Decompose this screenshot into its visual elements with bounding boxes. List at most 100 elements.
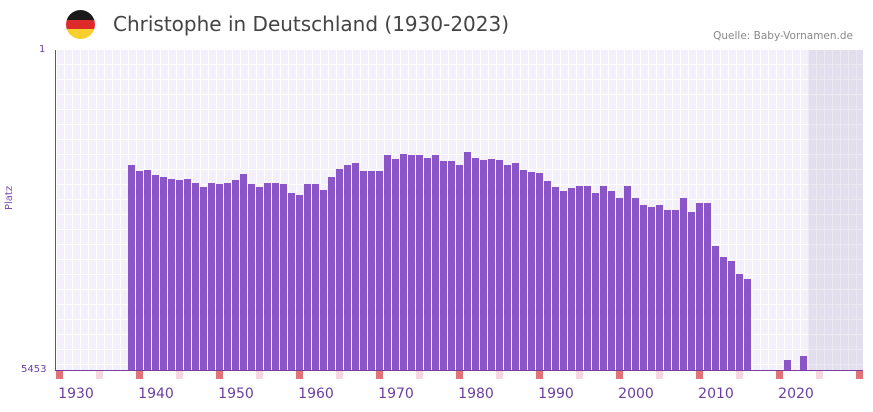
bar-1981[interactable] (480, 160, 487, 370)
bar-1956[interactable] (280, 184, 287, 370)
bar-1991[interactable] (560, 191, 567, 370)
bar-1989[interactable] (544, 181, 551, 370)
future-shaded-region (808, 50, 863, 370)
year-marker (256, 371, 263, 379)
bar-2002[interactable] (648, 207, 655, 370)
bar-2005[interactable] (672, 210, 679, 370)
bar-1944[interactable] (184, 179, 191, 370)
bar-2021[interactable] (800, 356, 807, 370)
source-link[interactable]: Quelle: Baby-Vornamen.de (713, 30, 853, 42)
bar-1998[interactable] (616, 198, 623, 370)
year-marker (176, 371, 183, 379)
bar-1941[interactable] (160, 177, 167, 370)
bar-1950[interactable] (232, 180, 239, 370)
bar-1986[interactable] (520, 170, 527, 370)
bar-1939[interactable] (144, 170, 151, 370)
bar-1959[interactable] (304, 184, 311, 370)
bar-1984[interactable] (504, 165, 511, 370)
bar-2012[interactable] (728, 261, 735, 370)
bar-2006[interactable] (680, 198, 687, 370)
bar-1961[interactable] (320, 190, 327, 370)
germany-flag-icon (66, 10, 95, 39)
bar-2008[interactable] (696, 203, 703, 370)
bar-1971[interactable] (400, 154, 407, 370)
bar-1988[interactable] (536, 173, 543, 370)
bar-1994[interactable] (584, 186, 591, 370)
bar-1996[interactable] (600, 186, 607, 370)
bar-1966[interactable] (360, 171, 367, 370)
year-marker (416, 371, 423, 379)
bar-1978[interactable] (456, 165, 463, 370)
year-marker (456, 371, 463, 379)
bar-1976[interactable] (440, 161, 447, 370)
bar-1997[interactable] (608, 191, 615, 370)
bar-1983[interactable] (496, 160, 503, 370)
year-marker (736, 371, 743, 379)
bar-1977[interactable] (448, 161, 455, 370)
bar-1943[interactable] (176, 180, 183, 370)
bar-1964[interactable] (344, 165, 351, 370)
bar-2010[interactable] (712, 246, 719, 370)
bar-2000[interactable] (632, 198, 639, 370)
bar-1993[interactable] (576, 186, 583, 370)
bar-1958[interactable] (296, 195, 303, 370)
bar-1975[interactable] (432, 155, 439, 370)
bar-1995[interactable] (592, 193, 599, 370)
bar-1937[interactable] (128, 165, 135, 370)
bar-1999[interactable] (624, 186, 631, 370)
bar-1954[interactable] (264, 183, 271, 370)
bar-1952[interactable] (248, 184, 255, 370)
year-marker (56, 371, 63, 379)
x-tick-1940: 1940 (138, 386, 174, 402)
bar-2009[interactable] (704, 203, 711, 370)
bar-1940[interactable] (152, 175, 159, 370)
bar-1947[interactable] (208, 183, 215, 370)
bar-1962[interactable] (328, 177, 335, 370)
bar-2014[interactable] (744, 279, 751, 370)
year-marker (336, 371, 343, 379)
bar-1957[interactable] (288, 193, 295, 370)
year-marker (536, 371, 543, 379)
year-marker (656, 371, 663, 379)
decade-markers (56, 371, 863, 379)
bar-1973[interactable] (416, 155, 423, 370)
bar-1974[interactable] (424, 158, 431, 370)
bar-1948[interactable] (216, 184, 223, 370)
bar-1960[interactable] (312, 184, 319, 370)
bar-2013[interactable] (736, 274, 743, 370)
bar-1992[interactable] (568, 188, 575, 370)
bar-1980[interactable] (472, 158, 479, 370)
bar-2007[interactable] (688, 212, 695, 370)
x-tick-1960: 1960 (298, 386, 334, 402)
bar-2019[interactable] (784, 360, 791, 370)
y-tick-bottom: 5453 (21, 364, 47, 375)
bar-1979[interactable] (464, 152, 471, 370)
bar-1953[interactable] (256, 187, 263, 370)
bar-1942[interactable] (168, 179, 175, 370)
bar-1938[interactable] (136, 171, 143, 370)
bar-1945[interactable] (192, 183, 199, 370)
bar-1963[interactable] (336, 169, 343, 370)
bar-1982[interactable] (488, 159, 495, 370)
bar-2004[interactable] (664, 210, 671, 370)
bar-1946[interactable] (200, 187, 207, 370)
bar-1955[interactable] (272, 183, 279, 370)
bar-1985[interactable] (512, 163, 519, 370)
bar-1968[interactable] (376, 171, 383, 370)
bar-2011[interactable] (720, 257, 727, 370)
y-axis-label: Platz (4, 185, 15, 210)
bar-1990[interactable] (552, 187, 559, 370)
bar-2001[interactable] (640, 205, 647, 370)
bar-1967[interactable] (368, 171, 375, 370)
bar-1951[interactable] (240, 174, 247, 370)
bar-1949[interactable] (224, 183, 231, 370)
year-marker (856, 371, 863, 379)
year-marker (376, 371, 383, 379)
bar-1970[interactable] (392, 159, 399, 370)
bar-1987[interactable] (528, 172, 535, 370)
bar-1965[interactable] (352, 163, 359, 370)
bar-1972[interactable] (408, 155, 415, 370)
bar-1969[interactable] (384, 155, 391, 370)
x-tick-1930: 1930 (58, 386, 94, 402)
bar-2003[interactable] (656, 205, 663, 370)
